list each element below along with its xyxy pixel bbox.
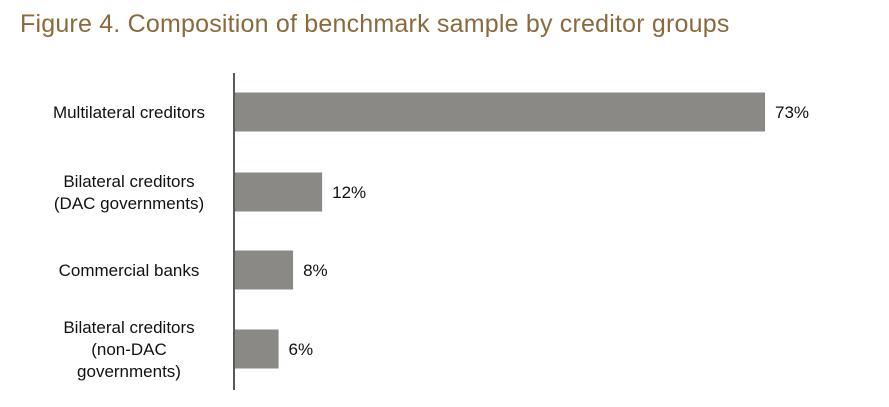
bar-2 [235, 250, 294, 290]
chart-title: Figure 4. Composition of benchmark sampl… [20, 10, 730, 38]
bars-group: 73% Multilateral creditors 12% Bilateral cr… [53, 92, 809, 381]
bar-3 [235, 329, 279, 369]
value-label-0: 73% [775, 103, 809, 122]
category-label-3: Bilateral creditors (non-DAC governments) [63, 318, 194, 381]
bar-1 [235, 172, 323, 212]
category-label-1: Bilateral creditors (DAC governments) [54, 172, 204, 213]
category-label-0: Multilateral creditors [53, 103, 205, 122]
bar-0 [235, 92, 765, 132]
value-label-2: 8% [303, 261, 328, 280]
value-label-3: 6% [289, 340, 314, 359]
category-label-2: Commercial banks [59, 261, 200, 280]
value-label-1: 12% [332, 183, 366, 202]
